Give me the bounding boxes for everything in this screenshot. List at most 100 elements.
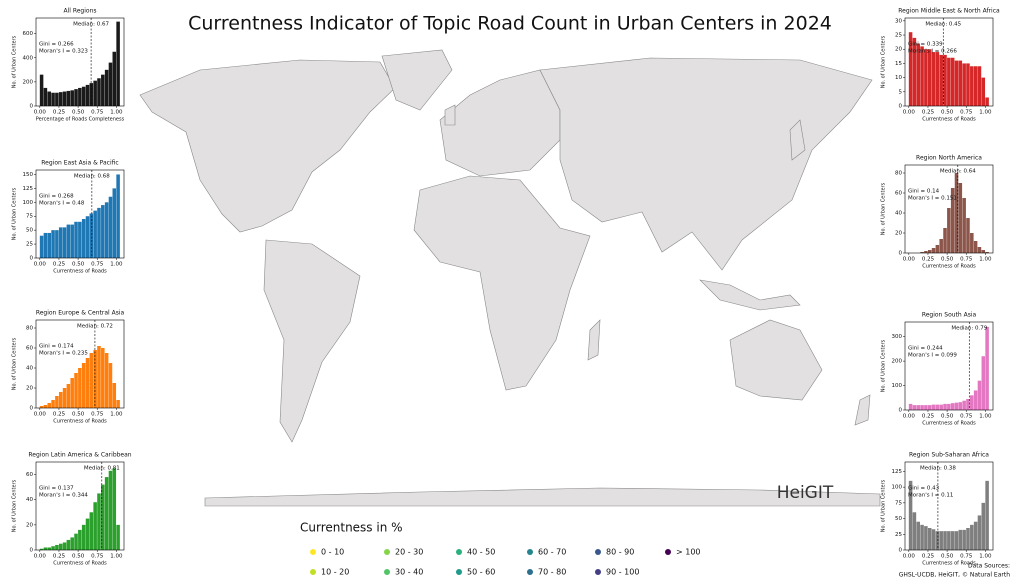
histogram-bar [55,544,59,550]
histogram-bar [958,402,963,410]
histogram-bar [89,512,94,550]
histogram-bar [62,227,67,258]
plot-frame [904,164,994,254]
histogram-bar [947,403,951,410]
histogram-bar [101,348,105,408]
y-tick-label: 125 [23,186,34,192]
x-axis-label: Percentage of Roads Completeness [36,117,125,123]
histogram-bar [943,228,947,253]
x-tick-label: 1.00 [110,110,123,116]
landmass [789,119,806,161]
x-tick-label: 0.75 [91,262,104,268]
legend-label: 60 - 70 [538,548,566,557]
histogram-bar [924,526,928,550]
histogram-bar [954,60,959,106]
plot-frame [35,319,125,409]
histogram-bar [947,531,951,550]
histogram-bar [108,62,113,106]
legend-swatch [310,569,316,575]
histogram-bar [93,502,97,550]
histogram-bar [966,63,970,106]
gini-annotation: Gini = 0.268 [39,194,74,200]
plot-frame [904,17,994,107]
median-annotation: Median: 0.79 [951,326,987,332]
histogram-bar [981,502,986,550]
legend-label: 80 - 90 [606,548,634,557]
plot-frame [35,169,125,259]
histogram-bar [62,388,67,408]
histogram-bar [924,49,928,106]
source-label: Data Sources: [968,563,1010,570]
plot-frame [35,17,125,107]
histogram-bar [58,392,63,408]
histogram-bar [927,49,932,106]
landmass [263,239,361,443]
histogram-bar [970,395,974,410]
histogram-bar [912,405,917,410]
histogram-bar [954,531,959,550]
histogram-bar [116,174,120,258]
x-tick-label: 1.00 [110,554,123,560]
histogram-bar [78,87,82,106]
histogram-bar [977,515,982,550]
histogram-bar [112,188,117,258]
y-tick-label: 125 [892,469,903,475]
y-tick-label: 40 [26,497,33,503]
y-tick-label: 0 [899,548,903,554]
y-axis-label: No. of Urban Centers [881,479,887,532]
histogram-bar [108,196,113,258]
legend-label: 30 - 40 [395,568,423,577]
histogram-bar [985,97,989,106]
histogram-bar [908,480,913,550]
legend-label: 40 - 50 [467,548,495,557]
y-tick-label: 5 [899,89,903,95]
histogram-bar [93,350,97,408]
legend-swatch [384,569,390,575]
y-tick-label: 30 [895,18,902,24]
histogram-bar [924,405,928,410]
legend-swatch [384,549,390,555]
x-axis-label: Currentness of Roads [53,269,107,275]
x-tick-label: 0.25 [922,414,935,420]
histogram-bar [58,227,63,258]
moran-annotation: Moran's I = 0.323 [39,49,88,55]
y-tick-label: 300 [892,334,903,340]
histogram-bar [81,524,86,550]
x-tick-label: 0.50 [72,412,85,418]
y-axis-label: No. of Urban Centers [12,187,18,240]
histogram-bar [116,524,120,550]
histogram-bar [78,221,82,258]
x-tick-label: 0.00 [903,110,916,116]
x-tick-label: 0.00 [34,412,47,418]
median-annotation: Median: 0.64 [940,169,976,175]
plot-frame [35,461,125,551]
y-axis-label: No. of Urban Centers [881,339,887,392]
histogram-bar [116,400,120,408]
histogram-bar [908,403,913,410]
y-axis-label: No. of Urban Centers [881,35,887,88]
x-tick-label: 0.50 [72,110,85,116]
y-tick-label: 20 [26,386,33,392]
histogram-bar [970,233,974,253]
histogram-bar [943,531,947,550]
world-map [139,49,881,507]
moran-annotation: Moran's I = 0.235 [39,351,88,357]
histogram-bar [950,403,955,410]
x-tick-label: 0.25 [922,110,935,116]
histogram-bar [970,66,974,106]
x-tick-label: 0.75 [960,110,973,116]
plot-frame [904,461,994,551]
histogram-bar [916,405,921,410]
y-tick-label: 25 [26,242,33,248]
histogram-bar [89,83,94,106]
histogram-bar [51,400,55,408]
histogram-bar [85,84,90,106]
histogram-bar [47,547,52,550]
histogram-bar [51,546,55,550]
legend-swatch [456,549,462,555]
histogram-bar [81,363,86,408]
histogram-bar [62,91,67,106]
x-tick-label: 0.50 [941,257,954,263]
histogram-bar [939,54,943,106]
